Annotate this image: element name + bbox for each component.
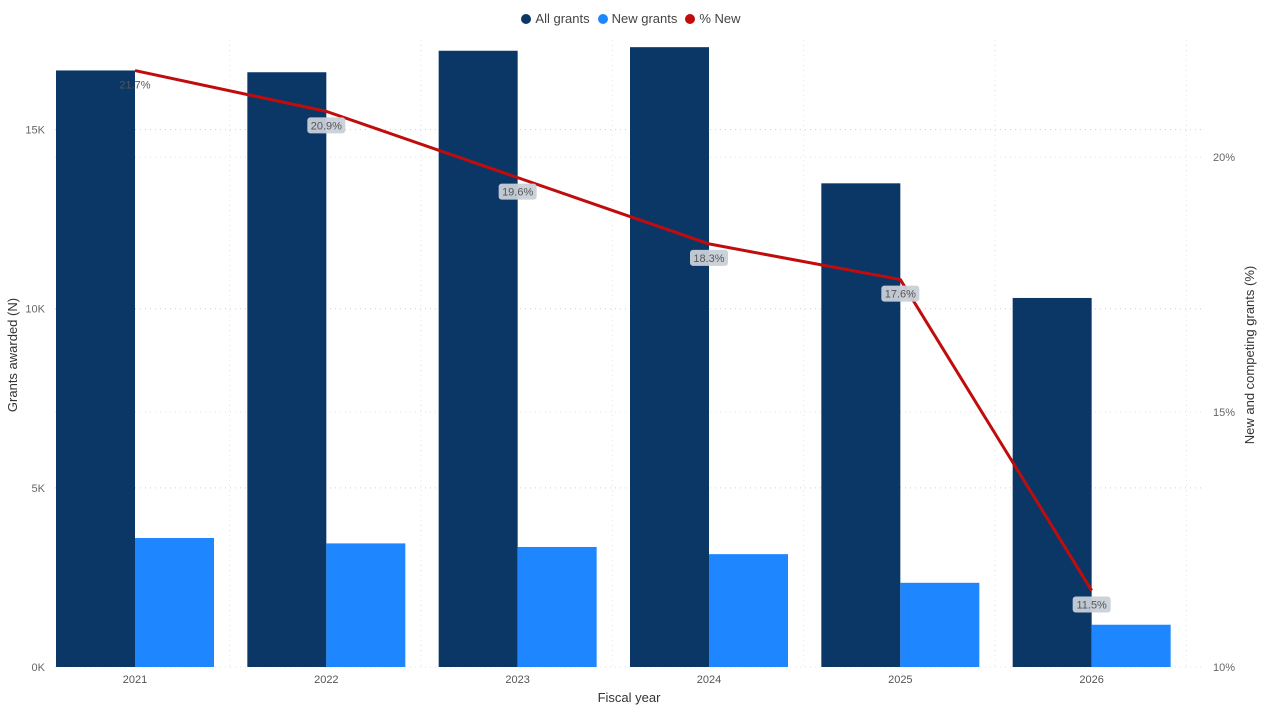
- legend-label-new-grants: New grants: [611, 11, 678, 26]
- bar-all-grants: [438, 50, 518, 667]
- legend-label-pct-new: % New: [699, 11, 741, 26]
- y-tick-label: 10K: [25, 304, 45, 316]
- bar-new-grants: [900, 582, 980, 667]
- x-tick-label: 2024: [697, 674, 721, 686]
- axes: 0K 5K 10K 15K 10% 15% 20% 2021 2022 2023 2024 2025 2…: [5, 125, 1257, 705]
- legend-marker-pct-new: [685, 13, 696, 24]
- bars: [56, 47, 1171, 668]
- pct-data-label: 11.5%: [1076, 600, 1107, 612]
- legend-marker-new-grants: [597, 13, 608, 24]
- y-tick-label: 5K: [32, 483, 46, 495]
- pct-new-line: [134, 69, 1093, 592]
- legend-marker-all-grants: [521, 13, 532, 24]
- bar-all-grants: [56, 70, 135, 667]
- bar-all-grants: [247, 72, 327, 667]
- legend-item-pct-new[interactable]: % New: [685, 11, 741, 26]
- pct-label-background: [307, 117, 346, 134]
- chart-legend: All grants New grants % New: [0, 11, 1262, 26]
- x-axis-title: Fiscal year: [598, 690, 662, 705]
- x-tick-label: 2021: [123, 674, 147, 686]
- y-tick-label: 15K: [25, 125, 45, 137]
- bar-all-grants: [821, 183, 901, 668]
- bar-new-grants: [517, 546, 597, 667]
- legend-label-all-grants: All grants: [535, 11, 590, 26]
- pct-label-background: [1072, 596, 1111, 613]
- pct-label-background: [498, 183, 537, 200]
- pct-data-label: 19.6%: [502, 187, 533, 199]
- pct-data-label: 21.7%: [119, 80, 150, 92]
- bar-new-grants: [1091, 624, 1171, 667]
- legend-item-all-grants[interactable]: All grants: [521, 11, 590, 26]
- x-tick-label: 2026: [1079, 674, 1103, 686]
- y-axis-title: Grants awarded (N): [5, 298, 20, 412]
- legend-item-new-grants[interactable]: New grants: [597, 11, 678, 26]
- x-tick-label: 2022: [314, 674, 338, 686]
- bar-new-grants: [326, 543, 406, 667]
- pct-label-background: [881, 285, 920, 302]
- pct-label-background: [690, 249, 728, 266]
- y2-tick-label: 20%: [1213, 152, 1235, 164]
- pct-data-label: 17.6%: [885, 289, 916, 301]
- bar-new-grants: [709, 554, 788, 667]
- x-tick-label: 2023: [505, 674, 529, 686]
- pct-data-label: 18.3%: [693, 253, 724, 265]
- x-tick-label: 2025: [888, 674, 912, 686]
- bar-all-grants: [630, 47, 709, 668]
- y2-tick-label: 15%: [1213, 407, 1235, 419]
- y2-tick-label: 10%: [1213, 662, 1235, 674]
- y-tick-label: 0K: [32, 662, 46, 674]
- pct-new-line-group: 21.7% 20.9% 19.6% 18.3% 17.6% 11.5%: [119, 69, 1111, 613]
- bar-new-grants: [135, 538, 214, 667]
- pct-data-label: 20.9%: [311, 120, 342, 132]
- y2-axis-title: New and competing grants (%): [1242, 266, 1257, 444]
